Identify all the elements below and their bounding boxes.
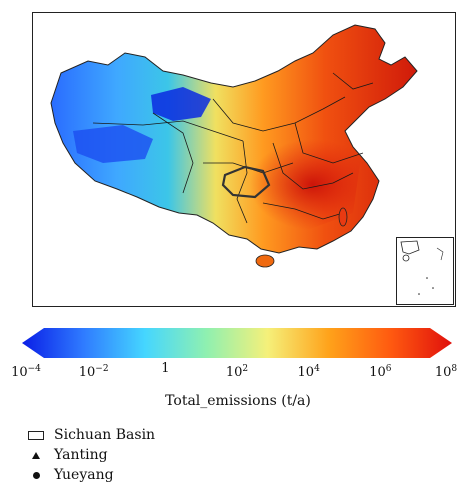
tick-label: 102 [225, 364, 249, 380]
taiwan-island [338, 207, 348, 227]
low-emission-region [151, 87, 211, 121]
colorbar [22, 328, 452, 358]
tick-label: 108 [434, 364, 458, 380]
legend-label: Yanting [54, 447, 108, 463]
colorbar-title: Total_emissions (t/a) [165, 393, 311, 409]
map-legend: Sichuan Basin Yanting Yueyang [26, 425, 155, 485]
legend-item-sichuan-basin: Sichuan Basin [26, 425, 155, 445]
sichuan-basin-outline [221, 165, 271, 199]
emissions-map [50, 24, 418, 268]
hainan-island [255, 254, 275, 268]
circle-icon [32, 471, 40, 479]
high-emission-region [183, 113, 363, 243]
legend-label: Sichuan Basin [54, 427, 156, 443]
legend-item-yueyang: Yueyang [26, 465, 155, 485]
legend-label: Yueyang [54, 467, 114, 483]
south-china-sea-inset [396, 237, 454, 305]
tick-label: 10−2 [78, 364, 109, 380]
province-borders [92, 72, 374, 224]
tick-label: 1 [161, 361, 170, 376]
map-panel [32, 12, 456, 307]
tick-label: 104 [297, 364, 320, 380]
tibet-region [73, 125, 153, 163]
legend-item-yanting: Yanting [26, 445, 155, 465]
tick-label: 106 [369, 364, 392, 380]
rectangle-icon [28, 430, 44, 440]
triangle-icon [32, 451, 40, 459]
tick-label: 10−4 [11, 364, 41, 380]
colorbar-gradient [22, 328, 452, 358]
